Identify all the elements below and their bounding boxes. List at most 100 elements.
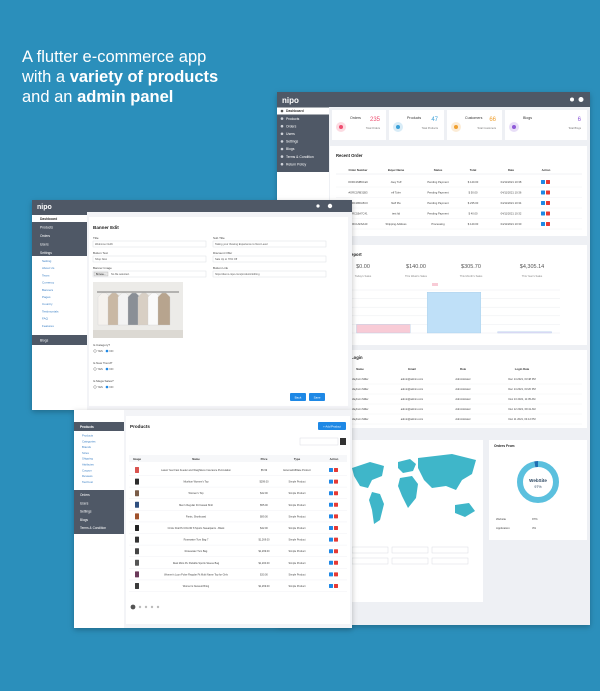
submenu-item[interactable]: Banners	[42, 288, 54, 292]
submenu-item[interactable]: About Us	[42, 266, 55, 270]
radio[interactable]	[105, 385, 109, 389]
menu-item[interactable]: Settings	[80, 510, 92, 514]
button[interactable]	[309, 393, 325, 401]
menu-item[interactable]: Dashboard	[286, 109, 304, 113]
page-dot[interactable]	[150, 605, 154, 609]
dropdown	[431, 546, 469, 554]
cell: #ORC1AF6A40	[349, 222, 368, 226]
menu-item[interactable]: Terms & Condition	[80, 526, 106, 530]
menu-item[interactable]: Orders	[80, 493, 90, 497]
cell: #ORC1BDA5C0	[348, 201, 368, 205]
sales-label: This Year's Sales	[522, 274, 543, 278]
menu-item[interactable]: Users	[286, 132, 295, 136]
radio[interactable]	[93, 385, 97, 389]
submenu-item[interactable]: Coupon	[82, 468, 92, 472]
menu-active	[32, 215, 87, 222]
edit-button	[329, 549, 333, 554]
browse-text[interactable]: Browse...	[96, 273, 106, 276]
cell: Simple Product	[289, 539, 306, 542]
submenu-item[interactable]: Sizes	[82, 451, 89, 455]
menu-item[interactable]: Products	[286, 117, 300, 121]
cell: Mayburn Miller	[351, 387, 368, 391]
radio[interactable]	[105, 349, 109, 353]
bar	[426, 291, 482, 334]
radio-label[interactable]: NO	[110, 349, 114, 353]
menu-item[interactable]: Products	[80, 425, 94, 429]
menu-item[interactable]: Users	[80, 501, 89, 505]
menu-item[interactable]: Orders	[40, 234, 50, 238]
menu-item[interactable]: Orders	[286, 124, 297, 128]
cell: Simple Product	[289, 585, 306, 588]
menu-item[interactable]: Settings	[40, 251, 52, 255]
submenu-item[interactable]: Country	[42, 302, 53, 306]
submenu-item[interactable]: Attributes	[82, 463, 94, 467]
page-dot[interactable]	[138, 605, 142, 609]
radio-label[interactable]: NO	[110, 367, 114, 371]
menu-item[interactable]: Blogs	[286, 147, 295, 151]
submenu-item[interactable]: FAQ	[42, 317, 49, 321]
cell: admin@admin.com	[401, 397, 423, 401]
submenu-item[interactable]: Team	[42, 273, 50, 277]
submenu-item[interactable]: Tax/Cost	[82, 480, 93, 484]
stat-label: Orders	[350, 116, 361, 120]
submenu-item[interactable]: Setting	[42, 259, 52, 263]
menu-item[interactable]: Return Policy	[286, 162, 306, 166]
submenu-item[interactable]: Features	[42, 324, 54, 328]
browse-button	[93, 271, 109, 277]
delete-button	[334, 572, 338, 577]
cell: $1,269.00	[258, 539, 270, 542]
search-box[interactable]	[299, 437, 339, 446]
add-button-text[interactable]: + Add Product	[323, 424, 341, 428]
button-text[interactable]: Back	[295, 395, 302, 399]
menu-item[interactable]: Blogs	[80, 518, 88, 522]
submenu-item[interactable]: Brands	[82, 445, 91, 449]
cell: Latest Year Fast Feeder and Weightless I…	[161, 469, 231, 472]
menu-item[interactable]: Blogs	[40, 339, 49, 343]
menu-item[interactable]: Dashboard	[40, 217, 57, 221]
product-thumb	[135, 583, 139, 589]
cell: Dec 14 2021, 03:20 PM	[508, 387, 535, 391]
submenu-item[interactable]: Pages	[42, 295, 51, 299]
radio[interactable]	[93, 367, 97, 371]
cell: #ORC1RB31B3	[349, 191, 368, 195]
page-dot[interactable]	[130, 604, 136, 610]
cell: Women's Top	[189, 492, 205, 495]
submenu-item[interactable]: Currency	[42, 281, 55, 285]
submenu-item[interactable]: Testimonials	[42, 309, 59, 313]
radio-label[interactable]: NO	[110, 385, 114, 389]
field-label: Title	[93, 236, 99, 240]
stat-card	[447, 110, 502, 140]
cell: Dec 13 2021, 11:05 AM	[509, 397, 536, 401]
menu-item[interactable]: Settings	[286, 140, 299, 144]
radio-label[interactable]: YES	[98, 367, 103, 371]
legend-value: 97%	[532, 517, 538, 521]
cell: Simple Product	[289, 504, 306, 507]
stat-icon-dot	[512, 125, 516, 129]
page-dot[interactable]	[156, 605, 160, 609]
radio[interactable]	[105, 367, 109, 371]
icon	[327, 203, 333, 209]
menu-item[interactable]: Products	[40, 226, 53, 230]
input-value: No file selected.	[111, 272, 130, 276]
radio[interactable]	[93, 349, 97, 353]
button[interactable]	[290, 393, 306, 401]
radio-label[interactable]: YES	[98, 349, 103, 353]
submenu-item[interactable]: Products	[82, 434, 94, 438]
menu-active	[277, 107, 329, 115]
cell: Administrator	[455, 417, 470, 421]
button-text[interactable]: Save	[314, 395, 321, 399]
submenu-item[interactable]: Reviews	[82, 474, 93, 478]
submenu-item[interactable]: Shipping	[82, 457, 93, 461]
page-dot[interactable]	[144, 605, 148, 609]
dropdown	[351, 546, 389, 554]
radio-label[interactable]: YES	[98, 385, 103, 389]
input-value: Shop Now	[95, 257, 107, 261]
map-region	[418, 454, 476, 490]
menu-item[interactable]: Users	[40, 243, 49, 247]
cell: $ 40.00	[469, 212, 478, 216]
menu-item[interactable]: Terms & Condition	[286, 155, 314, 159]
submenu-item[interactable]: Categories	[82, 439, 96, 443]
add-button[interactable]	[318, 422, 346, 430]
input-value: Taking your Viewing Experience to Next L…	[215, 242, 268, 246]
sales-value: $4,305.14	[520, 264, 544, 270]
